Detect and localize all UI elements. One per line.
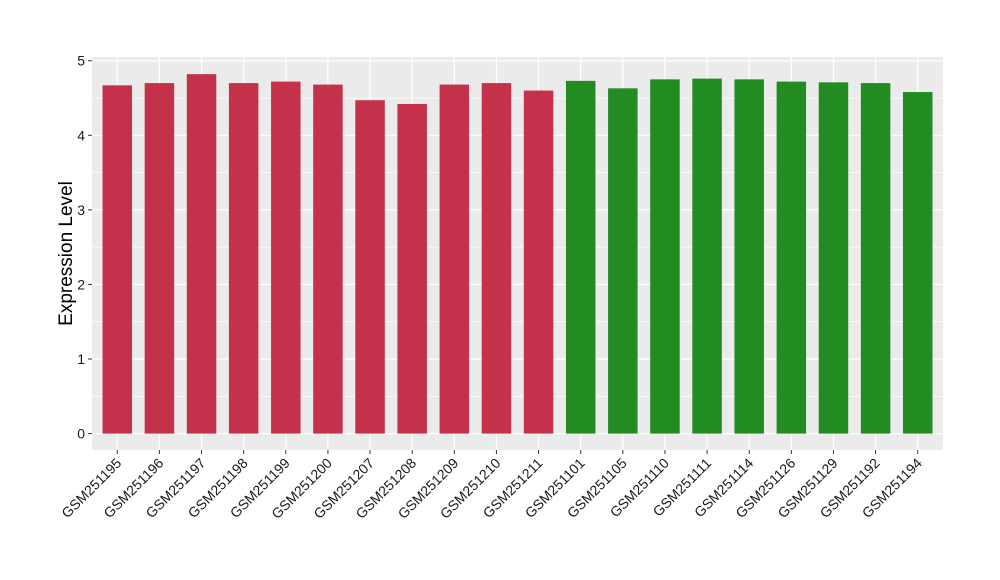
bar-GSM251211 (523, 90, 554, 434)
bar-GSM251101 (565, 80, 596, 434)
y-axis: 0 1 2 3 4 5 (77, 53, 92, 442)
y-tick-label: 2 (77, 276, 85, 292)
bar-GSM251209 (439, 84, 470, 434)
bar-GSM251192 (860, 83, 891, 434)
plot-panel (92, 57, 943, 450)
y-tick-label: 5 (77, 53, 85, 69)
bar-GSM251198 (228, 83, 259, 434)
bars (102, 74, 933, 434)
y-tick-label: 0 (77, 426, 85, 442)
bar-GSM251199 (271, 81, 301, 434)
bar-GSM251208 (397, 103, 427, 434)
bar-GSM251200 (313, 84, 343, 434)
bar-GSM251111 (692, 78, 722, 434)
y-axis-title: Expression Level (56, 181, 77, 326)
bar-GSM251197 (186, 74, 217, 434)
bar-GSM251194 (902, 92, 933, 434)
bar-GSM251110 (650, 79, 680, 434)
bar-GSM251195 (102, 85, 133, 434)
y-tick-label: 1 (77, 351, 85, 367)
bar-GSM251129 (818, 82, 849, 434)
bar-GSM251196 (144, 83, 175, 434)
bar-GSM251105 (608, 88, 638, 434)
bar-GSM251210 (481, 83, 512, 434)
y-tick-label: 4 (77, 127, 85, 143)
bar-GSM251207 (355, 100, 385, 434)
bar-GSM251126 (776, 81, 807, 434)
y-tick-label: 3 (77, 202, 85, 218)
bar-GSM251114 (734, 79, 764, 434)
